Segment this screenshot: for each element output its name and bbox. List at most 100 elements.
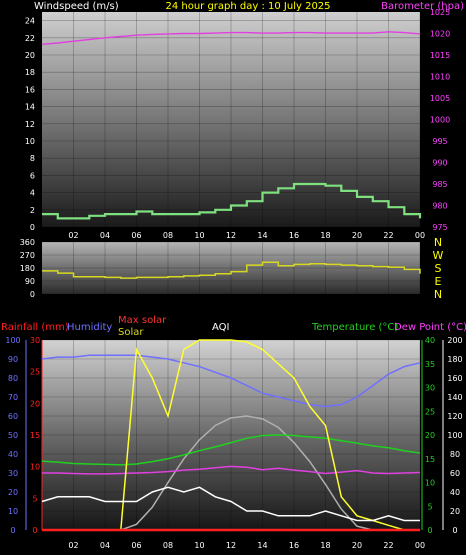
barometer-y-tick-label: 995 [432,137,447,146]
barometer-y-tick-label: 1010 [430,73,450,82]
solar-y-tick-label: 160 [447,374,462,383]
direction-letter: N [434,288,442,301]
direction-y-tick-label: 90 [25,277,35,286]
solar-y-tick-label: 80 [450,450,460,459]
temperature-y-tick-label: 40 [425,336,435,345]
x-tick-label: 16 [289,541,299,550]
x-tick-label: 16 [289,231,299,240]
humidity-y-tick-label: 10 [8,507,18,516]
wind-y-tick-label: 16 [25,85,35,94]
rainfall-y-tick-label: 0 [32,526,37,535]
rainfall-axis-title: Rainfall (mm) [1,322,69,333]
temperature-y-tick-label: 0 [427,526,432,535]
solar-y-tick-label: 140 [447,393,462,402]
rainfall-y-tick-label: 10 [30,463,40,472]
temperature-axis-title: Temperature (°C) [311,322,398,333]
x-tick-label: 14 [257,541,267,550]
direction-letter: N [434,236,442,249]
chart-title: 24 hour graph day : 10 July 2025 [165,1,330,12]
solar-y-tick-label: 180 [447,355,462,364]
rainfall-y-tick-label: 15 [30,431,40,440]
solar-legend: Solar [118,327,144,338]
x-tick-label: 06 [131,231,141,240]
barometer-y-tick-label: 1005 [430,94,450,103]
x-tick-label: 22 [383,541,393,550]
humidity-y-tick-label: 100 [5,336,20,345]
temperature-line [41,434,421,466]
humidity-y-tick-label: 70 [8,393,18,402]
dewpoint-line [42,465,421,475]
direction-letter: E [435,275,442,288]
barometer-y-tick-label: 1015 [430,51,450,60]
aqi-legend: AQI [212,322,230,333]
x-tick-label: 08 [163,231,173,240]
x-tick-label: 02 [68,231,78,240]
wind-y-tick-label: 24 [25,17,35,26]
max-solar-legend: Max solar [118,315,167,326]
wind-y-tick-label: 22 [25,34,35,43]
direction-y-tick-label: 180 [20,264,35,273]
weather-plot-area [42,340,420,530]
dewpoint-axis-title: Dew Point (°C) [394,322,466,333]
solar-y-tick-label: 200 [447,336,462,345]
rainfall-y-tick-label: 25 [30,368,40,377]
wind-y-tick-label: 10 [25,137,35,146]
x-tick-label: 00 [415,541,425,550]
wind-y-tick-label: 14 [25,103,35,112]
x-tick-label: 04 [100,231,110,240]
temperature-y-tick-label: 15 [425,455,435,464]
x-tick-label: 04 [100,541,110,550]
wind-direction-plot-area [42,242,420,294]
barometer-y-tick-label: 985 [432,180,447,189]
barometer-y-tick-label: 1000 [430,116,450,125]
solar-y-tick-label: 100 [447,431,462,440]
aqi-line [41,486,420,522]
direction-y-tick-label: 360 [20,238,35,247]
humidity-y-tick-label: 0 [10,526,15,535]
barometer-y-tick-label: 975 [432,223,447,232]
x-tick-label: 08 [163,541,173,550]
solar-y-tick-label: 120 [447,412,462,421]
barometer-y-tick-label: 980 [432,202,447,211]
x-tick-label: 14 [257,231,267,240]
rainfall-y-tick-label: 5 [32,494,37,503]
temperature-y-tick-label: 5 [427,502,432,511]
wind-y-tick-label: 6 [30,171,35,180]
barometer-line [41,31,421,45]
barometer-axis-title: Barometer (hpa) [381,1,464,12]
wind-y-tick-label: 12 [25,120,35,129]
humidity-line [41,354,421,408]
series [41,31,422,532]
x-tick-label: 20 [352,231,362,240]
temperature-y-tick-label: 25 [425,407,435,416]
barometer-y-tick-label: 1025 [430,8,450,17]
x-tick-label: 06 [131,541,141,550]
wind-y-tick-label: 8 [30,154,35,163]
direction-letter: S [435,262,442,275]
temperature-y-tick-label: 20 [425,431,435,440]
wind-y-tick-label: 4 [30,189,35,198]
x-tick-label: 00 [415,231,425,240]
wind-direction-line [42,261,421,279]
solar-y-tick-label: 20 [450,507,460,516]
windspeed-axis-title: Windspeed (m/s) [34,1,119,12]
direction-letter: W [433,249,444,262]
windspeed-line [42,182,422,220]
grid [42,12,421,531]
humidity-axis-title: Humidity [67,322,112,333]
rainfall-y-tick-label: 30 [30,336,40,345]
humidity-y-tick-label: 30 [8,469,18,478]
direction-y-tick-label: 0 [30,290,35,299]
x-tick-label: 12 [226,541,236,550]
direction-y-tick-label: 270 [20,251,35,260]
wind-y-tick-label: 20 [25,51,35,60]
humidity-y-tick-label: 60 [8,412,18,421]
solar-y-tick-label: 60 [450,469,460,478]
wind-y-tick-label: 18 [25,68,35,77]
humidity-y-tick-label: 20 [8,488,18,497]
wind-y-tick-label: 2 [30,206,35,215]
barometer-y-tick-label: 1020 [430,30,450,39]
x-tick-label: 18 [320,541,330,550]
x-tick-label: 10 [194,231,204,240]
